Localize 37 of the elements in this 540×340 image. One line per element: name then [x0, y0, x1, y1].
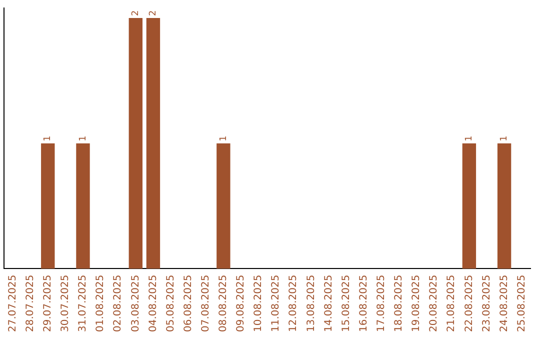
- data-label: 1: [464, 136, 475, 142]
- x-tick-label: 04.08.2025: [148, 274, 159, 332]
- x-tick-label: 08.08.2025: [218, 274, 230, 332]
- x-tick-label: 16.08.2025: [358, 274, 370, 332]
- data-label: 2: [148, 10, 159, 16]
- x-tick-label: 14.08.2025: [323, 274, 334, 332]
- x-tick-label: 21.08.2025: [446, 274, 458, 332]
- data-label: 1: [78, 136, 88, 142]
- x-tick-label: 30.07.2025: [60, 274, 72, 332]
- data-label: 1: [43, 136, 54, 142]
- x-tick-label: 17.08.2025: [376, 274, 388, 332]
- x-tick-label: 06.08.2025: [182, 274, 194, 332]
- x-tick-label: 05.08.2025: [165, 274, 176, 332]
- x-tick-label: 28.07.2025: [24, 274, 36, 332]
- data-label: 1: [218, 136, 229, 142]
- x-tick-label: 03.08.2025: [130, 274, 142, 332]
- x-tick-label: 31.07.2025: [78, 274, 89, 332]
- data-label: 1: [500, 136, 510, 142]
- x-tick-label: 29.07.2025: [42, 274, 54, 332]
- x-tick-label: 23.08.2025: [481, 274, 492, 332]
- x-tick-label: 11.08.2025: [270, 274, 282, 332]
- x-tick-label: 15.08.2025: [340, 274, 352, 332]
- x-tick-label: 27.07.2025: [7, 274, 18, 332]
- x-tick-label: 19.08.2025: [411, 274, 422, 332]
- x-tick-label: 25.08.2025: [516, 274, 528, 332]
- x-tick-label: 01.08.2025: [95, 274, 106, 332]
- data-label: 2: [131, 10, 141, 16]
- x-tick-label: 02.08.2025: [112, 274, 124, 332]
- x-tick-label: 22.08.2025: [464, 274, 475, 332]
- x-tick-label: 10.08.2025: [253, 274, 264, 332]
- x-tick-label: 13.08.2025: [306, 274, 317, 332]
- x-tick-label: 12.08.2025: [288, 274, 300, 332]
- x-tick-label: 18.08.2025: [394, 274, 405, 332]
- x-tick-label: 09.08.2025: [236, 274, 247, 332]
- x-tick-label: 20.08.2025: [428, 274, 440, 332]
- x-tick-label: 24.08.2025: [498, 274, 510, 332]
- x-tick-label: 07.08.2025: [200, 274, 212, 332]
